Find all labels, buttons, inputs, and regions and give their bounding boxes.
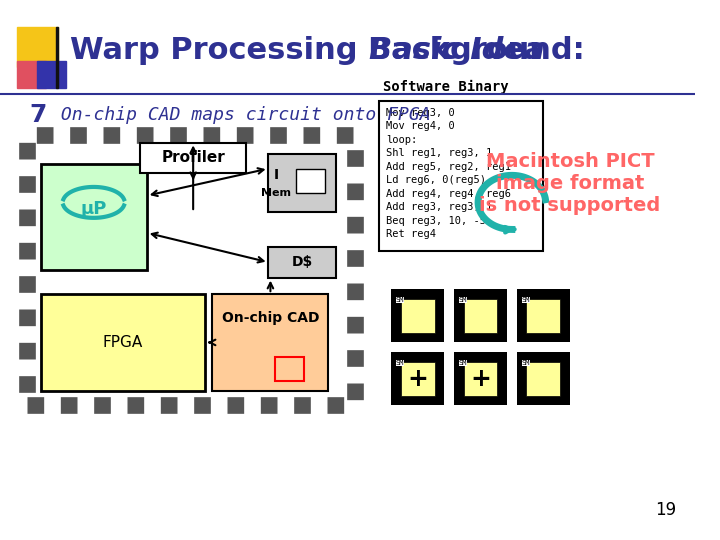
Text: Ld reg6, 0(reg5): Ld reg6, 0(reg5) <box>387 175 486 185</box>
Text: Beq reg3, 10, -5: Beq reg3, 10, -5 <box>387 216 486 226</box>
Bar <box>39 146 344 394</box>
Text: FPGA: FPGA <box>102 335 143 350</box>
Bar <box>517 289 570 342</box>
Text: Mov reg4, 0: Mov reg4, 0 <box>387 121 455 131</box>
Bar <box>464 362 498 396</box>
Text: Warp Processing Background:: Warp Processing Background: <box>70 36 595 65</box>
Bar <box>391 352 444 405</box>
Bar <box>275 357 305 381</box>
Text: SM: SM <box>459 297 467 303</box>
Bar <box>269 247 336 278</box>
Bar <box>464 299 498 333</box>
Text: SM: SM <box>521 297 530 303</box>
Bar <box>17 26 58 67</box>
Bar <box>37 62 66 89</box>
Bar <box>140 143 246 173</box>
Bar <box>526 299 560 333</box>
Text: SM: SM <box>396 360 405 366</box>
Text: 7: 7 <box>29 104 46 127</box>
Text: Mov reg3, 0: Mov reg3, 0 <box>387 107 455 118</box>
Bar <box>401 362 435 396</box>
Bar <box>40 294 204 391</box>
Text: On-chip CAD: On-chip CAD <box>222 311 319 325</box>
Bar <box>27 135 356 405</box>
Text: Basic Idea: Basic Idea <box>369 36 545 65</box>
Text: +: + <box>470 367 491 390</box>
Bar <box>454 352 507 405</box>
Text: Mem: Mem <box>261 188 291 198</box>
Bar <box>212 294 328 391</box>
Text: Add reg4, reg4, reg6: Add reg4, reg4, reg6 <box>387 188 511 199</box>
Text: I: I <box>274 168 279 183</box>
Text: Profiler: Profiler <box>161 151 225 165</box>
Text: loop:: loop: <box>387 134 418 145</box>
Bar <box>379 101 543 251</box>
Text: SM: SM <box>396 297 405 303</box>
Bar <box>269 154 336 212</box>
Text: Add reg3, reg3, 1: Add reg3, reg3, 1 <box>387 202 492 212</box>
Text: 19: 19 <box>655 501 676 519</box>
Text: Ret reg4: Ret reg4 <box>387 230 436 239</box>
Text: μP: μP <box>81 200 107 218</box>
Bar <box>17 62 46 89</box>
Bar <box>295 168 325 193</box>
Bar <box>454 289 507 342</box>
Text: On-chip CAD maps circuit onto FPGA: On-chip CAD maps circuit onto FPGA <box>50 106 431 124</box>
Bar <box>56 26 58 89</box>
Text: Software Binary: Software Binary <box>384 79 509 93</box>
Bar <box>517 352 570 405</box>
Bar <box>40 164 147 270</box>
Bar <box>526 362 560 396</box>
Text: Shl reg1, reg3, 1: Shl reg1, reg3, 1 <box>387 148 492 158</box>
Text: Macintosh PICT
image format
is not supported: Macintosh PICT image format is not suppo… <box>480 152 660 214</box>
Bar <box>401 299 435 333</box>
Text: SM: SM <box>459 360 467 366</box>
Text: Add reg5, reg2, reg1: Add reg5, reg2, reg1 <box>387 161 511 172</box>
Text: SM: SM <box>521 360 530 366</box>
Bar <box>391 289 444 342</box>
Text: +: + <box>408 367 428 390</box>
Text: D$: D$ <box>292 255 313 269</box>
